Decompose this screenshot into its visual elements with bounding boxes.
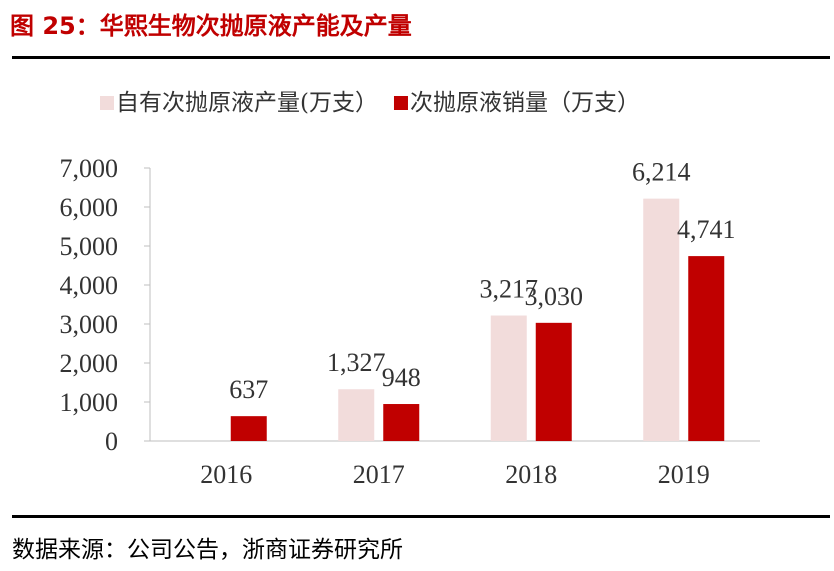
legend-swatch-series-1 <box>100 96 114 110</box>
y-tick-label: 2,000 <box>60 349 119 378</box>
legend-label-series-1: 自有次抛原液产量(万支） <box>116 90 378 116</box>
source-note: 数据来源：公司公告，浙商证券研究所 <box>12 537 403 563</box>
bar-2019-series-1 <box>643 198 680 441</box>
data-label-2019-series-1: 6,214 <box>632 158 691 187</box>
y-tick-label: 6,000 <box>60 193 119 222</box>
data-label-2016-series-2: 637 <box>229 375 268 404</box>
bar-2018-series-2 <box>535 322 572 441</box>
y-tick-label: 7,000 <box>60 154 119 183</box>
y-tick-label: 0 <box>105 427 118 456</box>
bars <box>230 198 725 441</box>
y-tick-label: 3,000 <box>60 310 119 339</box>
y-tick-label: 5,000 <box>60 232 119 261</box>
bar-2018-series-1 <box>490 315 527 441</box>
bottom-rule <box>12 515 830 518</box>
data-label-2017-series-1: 1,327 <box>327 348 386 377</box>
legend-swatch-series-2 <box>393 96 408 110</box>
x-tick-label: 2016 <box>200 460 252 489</box>
data-label-2017-series-2: 948 <box>382 363 421 392</box>
top-rule <box>12 56 830 59</box>
legend-label-series-2: 次抛原液销量（万支） <box>410 90 640 116</box>
x-tick-label: 2017 <box>353 460 405 489</box>
x-tick-label: 2019 <box>658 460 710 489</box>
data-label-2018-series-1: 3,217 <box>480 275 539 304</box>
bar-2019-series-2 <box>688 256 725 441</box>
figure-title: 图 25：华熙生物次抛原液产能及产量 <box>10 12 412 40</box>
bar-2017-series-1 <box>338 389 375 441</box>
y-tick-label: 4,000 <box>60 271 119 300</box>
data-label-2018-series-2: 3,030 <box>525 282 584 311</box>
bar-2016-series-2 <box>230 416 267 441</box>
legend: 自有次抛原液产量(万支） 次抛原液销量（万支） <box>100 90 640 116</box>
x-tick-label: 2018 <box>505 460 557 489</box>
data-label-2019-series-2: 4,741 <box>677 215 736 244</box>
y-tick-label: 1,000 <box>60 388 119 417</box>
bar-2017-series-2 <box>383 404 420 441</box>
